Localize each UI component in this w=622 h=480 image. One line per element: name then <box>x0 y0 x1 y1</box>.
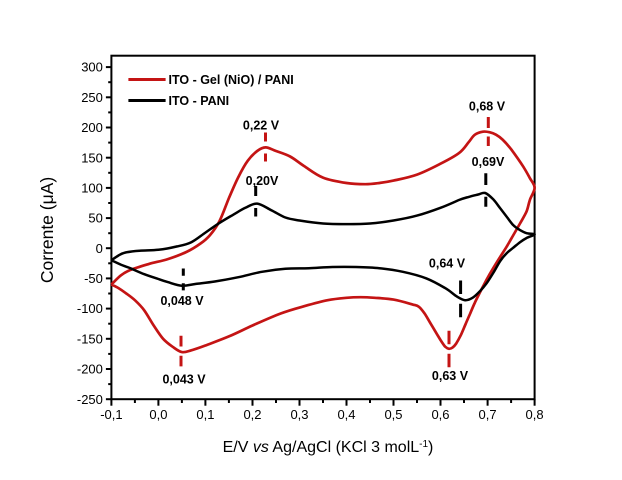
svg-text:150: 150 <box>81 150 103 165</box>
svg-text:-250: -250 <box>77 392 103 407</box>
svg-text:-100: -100 <box>77 301 103 316</box>
svg-text:0,6: 0,6 <box>431 407 449 422</box>
svg-text:0,64 V: 0,64 V <box>429 257 466 271</box>
svg-text:0,1: 0,1 <box>196 407 214 422</box>
svg-text:0,5: 0,5 <box>384 407 402 422</box>
svg-text:E/V vs Ag/AgCl (KCl 3 molL-1): E/V vs Ag/AgCl (KCl 3 molL-1) <box>223 439 434 456</box>
svg-text:0,69V: 0,69V <box>472 155 505 169</box>
svg-text:0,048 V: 0,048 V <box>160 294 204 308</box>
svg-text:50: 50 <box>88 211 102 226</box>
svg-text:0,2: 0,2 <box>243 407 261 422</box>
svg-text:-150: -150 <box>77 331 103 346</box>
svg-text:300: 300 <box>81 60 103 75</box>
svg-text:0,22 V: 0,22 V <box>243 119 280 133</box>
svg-text:0,63 V: 0,63 V <box>432 369 469 383</box>
svg-text:-0,1: -0,1 <box>100 407 122 422</box>
svg-text:0,7: 0,7 <box>479 407 497 422</box>
svg-text:250: 250 <box>81 90 103 105</box>
svg-text:0: 0 <box>96 241 103 256</box>
svg-text:ITO - PANI: ITO - PANI <box>169 94 230 108</box>
svg-text:0,68 V: 0,68 V <box>469 100 506 114</box>
svg-text:0,4: 0,4 <box>337 407 355 422</box>
svg-text:0,8: 0,8 <box>526 407 544 422</box>
svg-text:ITO - Gel (NiO) / PANI: ITO - Gel (NiO) / PANI <box>169 73 294 87</box>
svg-text:200: 200 <box>81 120 103 135</box>
svg-text:0,0: 0,0 <box>149 407 167 422</box>
svg-text:0,3: 0,3 <box>290 407 308 422</box>
svg-text:Corrente (μA): Corrente (μA) <box>37 177 57 283</box>
svg-text:100: 100 <box>81 181 103 196</box>
svg-text:-50: -50 <box>84 271 103 286</box>
svg-text:0,20V: 0,20V <box>246 174 279 188</box>
svg-text:-200: -200 <box>77 362 103 377</box>
svg-text:0,043 V: 0,043 V <box>162 373 206 387</box>
